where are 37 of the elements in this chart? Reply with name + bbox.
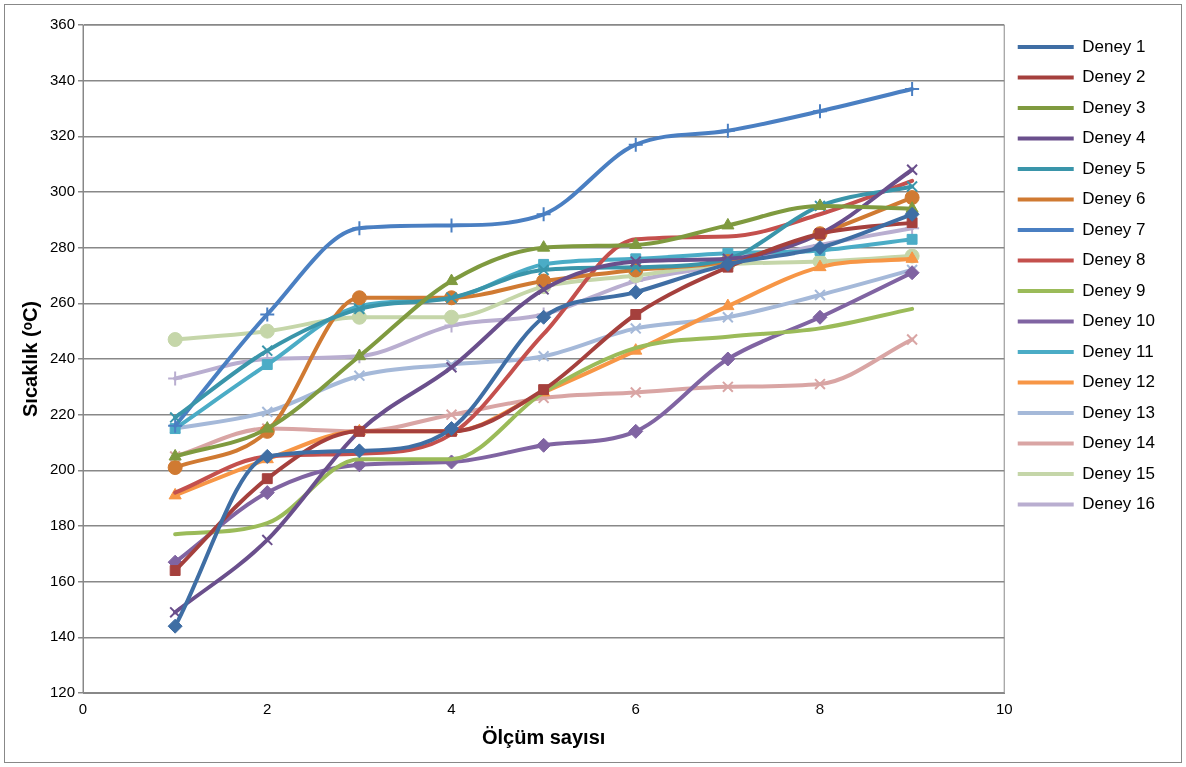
y-tick-label: 240 [50, 349, 76, 367]
legend-label: Deney 3 [1082, 97, 1146, 117]
legend-label: Deney 4 [1082, 128, 1146, 148]
legend-label: Deney 11 [1082, 341, 1154, 361]
x-tick-label: 4 [447, 700, 456, 718]
x-axis-title: Ölçüm sayısı [481, 725, 606, 748]
y-tick-label: 320 [50, 126, 76, 144]
legend-label: Deney 13 [1082, 402, 1156, 422]
y-tick-label: 120 [50, 683, 76, 701]
x-tick-label: 2 [263, 700, 272, 718]
x-tick-label: 6 [631, 700, 640, 718]
legend-label: Deney 1 [1082, 36, 1146, 56]
y-tick-label: 300 [50, 182, 76, 200]
legend-label: Deney 8 [1082, 250, 1146, 270]
y-tick-label: 360 [50, 15, 76, 33]
y-tick-label: 140 [50, 627, 76, 645]
legend-label: Deney 2 [1082, 67, 1146, 87]
legend-label: Deney 12 [1082, 372, 1156, 392]
y-tick-label: 200 [50, 460, 76, 478]
y-tick-label: 180 [50, 516, 76, 534]
legend-label: Deney 10 [1082, 311, 1156, 331]
x-tick-label: 10 [995, 700, 1013, 718]
legend-label: Deney 15 [1082, 463, 1156, 483]
y-tick-label: 220 [50, 404, 76, 422]
legend-label: Deney 7 [1082, 219, 1146, 239]
legend-label: Deney 5 [1082, 158, 1146, 178]
y-tick-label: 280 [50, 237, 76, 255]
y-axis-title: Sıcaklık (ᵒC) [18, 300, 41, 418]
legend-label: Deney 6 [1082, 189, 1146, 209]
y-tick-label: 160 [50, 571, 76, 589]
y-tick-label: 260 [50, 293, 76, 311]
legend-label: Deney 16 [1082, 494, 1156, 514]
x-tick-label: 8 [815, 700, 825, 718]
legend-label: Deney 14 [1082, 433, 1156, 453]
legend-label: Deney 9 [1082, 280, 1146, 300]
y-tick-label: 340 [50, 70, 76, 88]
x-tick-label: 0 [78, 700, 88, 718]
